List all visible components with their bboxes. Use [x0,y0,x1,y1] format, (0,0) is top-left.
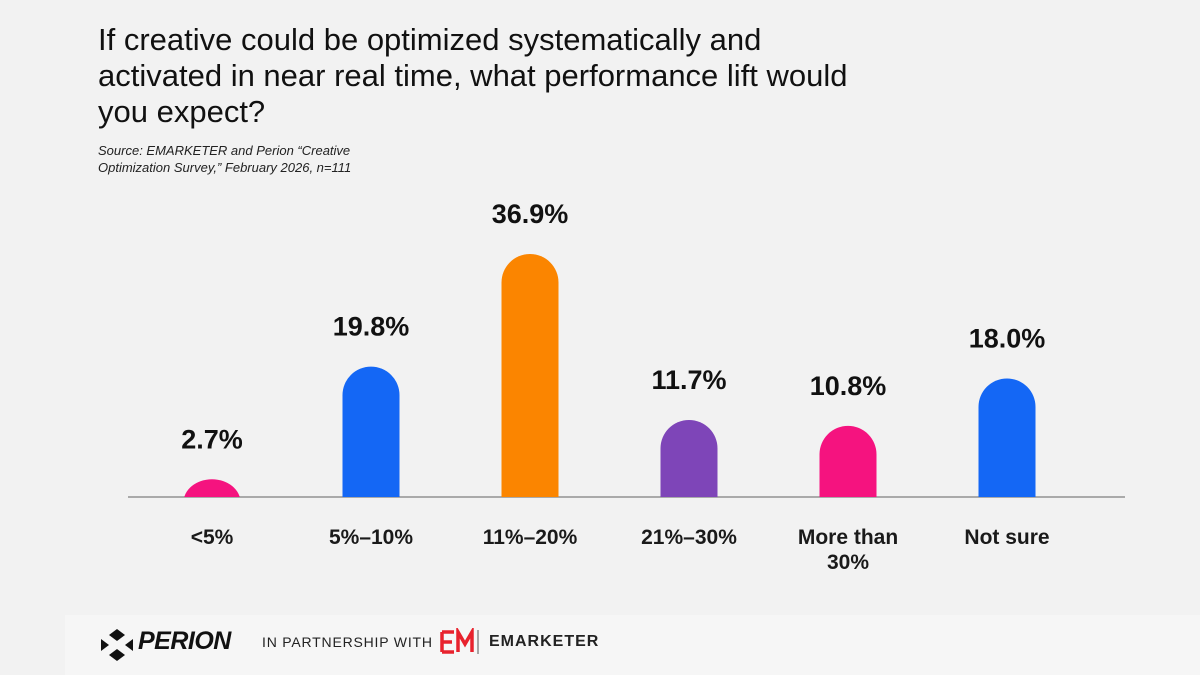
bar [342,366,400,497]
category-label: 21%–30% [641,526,737,549]
value-label: 18.0% [969,324,1046,354]
chart-title: If creative could be optimized systemati… [98,22,848,129]
source-note: Source: EMARKETER and Perion “Creative O… [98,143,352,175]
category-label: 11%–20% [482,526,578,549]
value-label: 10.8% [810,371,887,401]
perion-logo-icon [101,629,133,661]
brand: PERION [138,627,231,655]
bar [660,419,718,497]
bar [978,378,1036,497]
category-label: <5% [190,526,234,549]
bar [501,254,559,497]
category-label: 5%–10% [328,526,414,549]
category-label: More than 30% [797,526,899,574]
bar [184,479,240,497]
emarketer-logo-icon [440,628,479,654]
partnership-text: IN PARTNERSHIP WITH [262,634,433,650]
value-label: 36.9% [492,199,569,229]
value-label: 11.7% [651,365,726,395]
partner-brand: EMARKETER [489,633,600,650]
bar [819,425,877,497]
value-label: 19.8% [333,312,410,342]
chart: 2.7% 19.8% 36.9% 11.7% 10.8% 18.0% [128,199,1125,498]
category-label: Not sure [964,526,1050,549]
footer [65,615,1200,675]
value-label: 2.7% [181,424,243,454]
